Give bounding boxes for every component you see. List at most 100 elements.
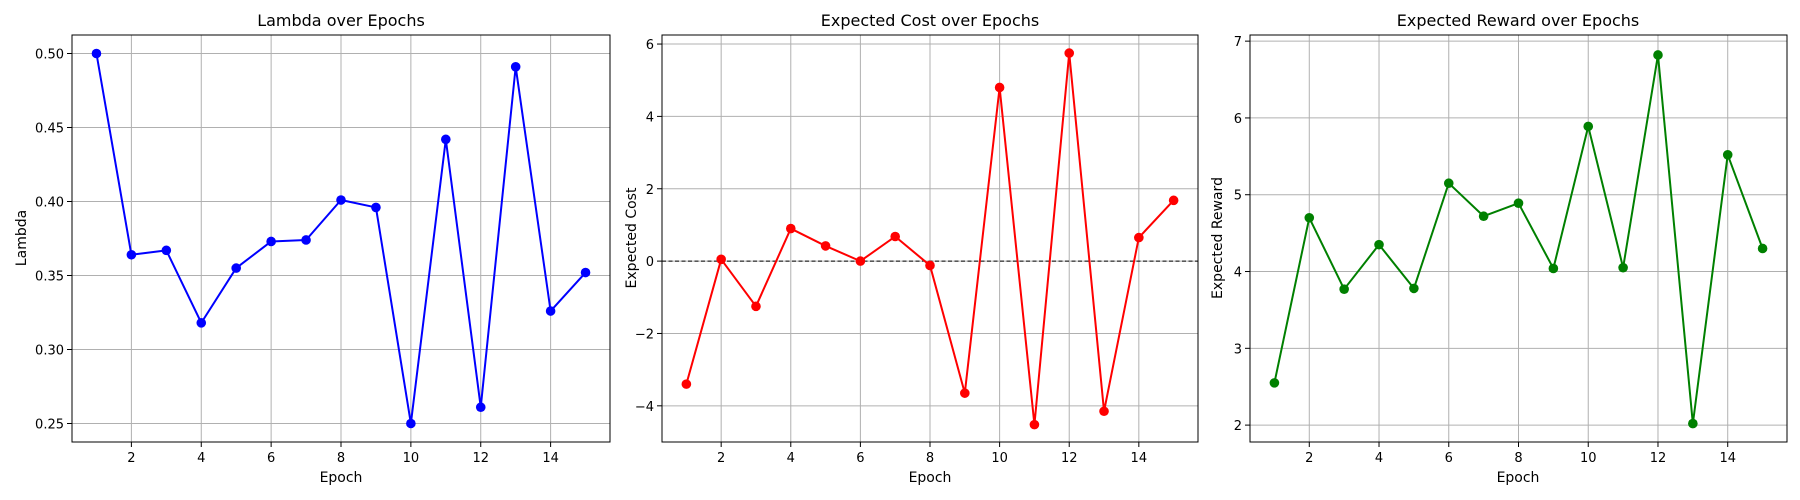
data-series <box>1269 50 1768 429</box>
x-tick-label: 4 <box>197 451 205 466</box>
x-tick-label: 10 <box>991 451 1008 466</box>
chart-title: Lambda over Epochs <box>257 11 425 30</box>
y-axis-label: Lambda <box>14 210 30 266</box>
data-point <box>406 418 416 429</box>
x-tick-label: 2 <box>127 451 135 466</box>
y-tick-label: 4 <box>646 110 654 125</box>
data-point <box>545 306 556 316</box>
data-point <box>716 254 726 265</box>
grid-lines <box>1250 35 1787 442</box>
y-tick-label: 7 <box>1234 35 1242 50</box>
x-tick-label: 14 <box>542 451 559 466</box>
data-point <box>371 202 381 213</box>
y-tick-label: 5 <box>1234 189 1242 204</box>
data-point <box>161 245 172 256</box>
y-tick-label: 0.40 <box>35 196 64 211</box>
data-point <box>126 249 137 260</box>
data-point <box>196 318 207 328</box>
data-point <box>1304 212 1315 223</box>
data-point <box>231 263 241 273</box>
data-series <box>681 48 1179 430</box>
data-point <box>1653 50 1663 60</box>
x-axis-label: Epoch <box>909 470 952 486</box>
chart-panel-lambda: 2 4 6 8 10 12 14 0.25 0.30 0.35 0.40 0.45 0.50 Lambd… <box>14 11 611 486</box>
chart-title: Expected Cost over Epochs <box>821 11 1039 30</box>
data-point <box>960 388 970 398</box>
data-point <box>890 231 900 242</box>
data-point <box>751 301 761 312</box>
x-tick-label: 12 <box>1650 451 1667 466</box>
data-point <box>1513 198 1524 208</box>
axis-ticks: 2 4 6 8 10 12 14 2 3 4 5 6 7 <box>1234 35 1736 466</box>
x-tick-label: 14 <box>1131 451 1148 466</box>
x-tick-label: 10 <box>403 451 420 466</box>
data-point <box>1029 419 1040 430</box>
data-point <box>301 235 311 245</box>
x-tick-label: 8 <box>926 451 934 466</box>
y-axis-label: Expected Cost <box>624 187 640 288</box>
x-tick-label: 8 <box>337 451 345 466</box>
data-point <box>1269 378 1280 388</box>
x-tick-label: 4 <box>1375 451 1383 466</box>
y-axis-label: Expected Reward <box>1210 177 1226 299</box>
y-tick-label: −2 <box>635 327 654 342</box>
data-series <box>91 48 591 429</box>
data-point <box>441 134 451 145</box>
data-point <box>1722 149 1733 160</box>
data-point <box>1099 406 1109 417</box>
data-point <box>91 48 102 59</box>
data-point <box>1443 178 1454 189</box>
data-point <box>1374 239 1384 250</box>
data-point <box>266 236 276 247</box>
x-tick-label: 6 <box>856 451 864 466</box>
data-point <box>855 256 866 266</box>
x-tick-label: 4 <box>787 451 795 466</box>
data-point <box>785 223 796 234</box>
x-tick-label: 10 <box>1580 451 1597 466</box>
data-point <box>1548 263 1559 274</box>
data-point <box>1134 232 1144 243</box>
data-point <box>994 82 1005 93</box>
y-tick-label: 6 <box>646 38 654 53</box>
axis-ticks: 2 4 6 8 10 12 14 0.25 0.30 0.35 0.40 0.45 0.50 <box>35 48 559 467</box>
y-tick-label: 0 <box>646 255 654 270</box>
data-point <box>1583 121 1594 132</box>
data-point <box>1409 283 1419 294</box>
data-point <box>1168 195 1179 206</box>
data-point <box>820 241 831 251</box>
y-tick-label: 3 <box>1234 342 1242 357</box>
y-tick-label: 4 <box>1234 266 1242 281</box>
x-tick-label: 12 <box>472 451 489 466</box>
y-tick-label: 0.45 <box>35 122 64 137</box>
data-point <box>475 402 486 413</box>
x-tick-label: 14 <box>1719 451 1736 466</box>
y-tick-label: 0.50 <box>35 48 64 63</box>
x-tick-label: 8 <box>1514 451 1522 466</box>
data-point <box>1618 262 1628 273</box>
x-tick-label: 12 <box>1061 451 1078 466</box>
data-point <box>510 62 521 72</box>
y-tick-label: 0.30 <box>35 344 64 359</box>
chart-title: Expected Reward over Epochs <box>1397 11 1640 30</box>
data-point <box>681 379 692 389</box>
data-point <box>1757 243 1768 254</box>
chart-panel-expected-cost: 2 4 6 8 10 12 14 −4 −2 0 2 4 6 Expected Cost over Ep… <box>624 11 1199 486</box>
data-point <box>336 195 346 205</box>
x-tick-label: 2 <box>1305 451 1313 466</box>
x-tick-label: 6 <box>267 451 275 466</box>
data-point <box>1064 48 1075 58</box>
data-point <box>1688 418 1698 429</box>
x-axis-label: Epoch <box>320 470 363 486</box>
data-point <box>580 267 591 278</box>
y-tick-label: −4 <box>635 400 654 415</box>
data-point <box>1478 211 1489 222</box>
x-tick-label: 6 <box>1445 451 1453 466</box>
y-tick-label: 6 <box>1234 112 1242 127</box>
data-point <box>925 260 935 271</box>
data-point <box>1339 284 1349 294</box>
chart-panel-expected-reward: 2 4 6 8 10 12 14 2 3 4 5 6 7 Expected Reward over Ep… <box>1210 11 1788 486</box>
y-tick-label: 0.25 <box>35 418 64 433</box>
x-axis-label: Epoch <box>1497 470 1540 486</box>
